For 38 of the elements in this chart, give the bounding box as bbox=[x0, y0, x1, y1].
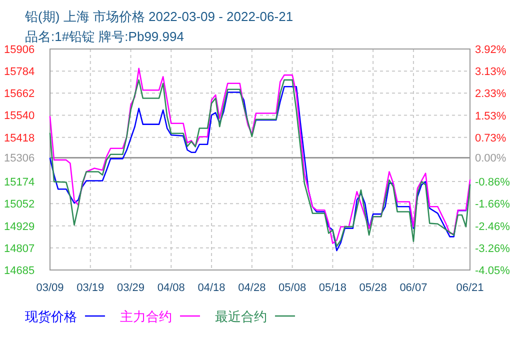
y2-tick-label: 1.53% bbox=[475, 110, 506, 122]
x-tick-label: 04/28 bbox=[238, 282, 266, 294]
y2-tick-label: -0.86% bbox=[475, 176, 510, 189]
x-tick-label: 05/08 bbox=[278, 282, 306, 294]
y2-tick-label: 2.33% bbox=[475, 88, 506, 100]
x-tick-label: 05/28 bbox=[359, 282, 387, 294]
y-tick-label: 14929 bbox=[4, 220, 35, 233]
y-tick-label: 15784 bbox=[4, 66, 35, 78]
x-tick-label: 03/09 bbox=[36, 282, 64, 294]
y-tick-label: 15174 bbox=[4, 176, 35, 188]
x-tick-label: 06/21 bbox=[456, 282, 484, 294]
x-tick-label: 06/07 bbox=[400, 282, 428, 294]
y2-tick-label: -3.26% bbox=[475, 243, 510, 256]
y-tick-label: 15906 bbox=[4, 44, 35, 56]
chart-title: 铅(期) 上海 市场价格 2022-03-09 - 2022-06-21 bbox=[24, 9, 294, 24]
y2-tick-label: -1.66% bbox=[475, 198, 510, 211]
x-tick-label: 03/29 bbox=[117, 282, 145, 294]
y-tick-label: 15662 bbox=[4, 88, 35, 100]
x-tick-label: 03/19 bbox=[76, 282, 104, 294]
y-tick-label: 15306 bbox=[4, 152, 35, 165]
y2-tick-label: -4.05% bbox=[475, 265, 510, 277]
y-tick-label: 15540 bbox=[4, 110, 35, 122]
legend-label: 主力合约 bbox=[120, 309, 172, 324]
y-tick-label: 14685 bbox=[4, 265, 35, 277]
y2-tick-label: -2.46% bbox=[475, 220, 510, 233]
y-tick-label: 15418 bbox=[4, 132, 35, 144]
legend-label: 现货价格 bbox=[25, 309, 77, 324]
x-tick-label: 04/18 bbox=[198, 282, 226, 294]
y2-tick-label: 0.73% bbox=[475, 132, 506, 144]
x-tick-label: 05/18 bbox=[318, 282, 346, 294]
y2-tick-label: 0.00% bbox=[475, 152, 506, 165]
y2-tick-label: 3.92% bbox=[475, 44, 506, 56]
y2-tick-label: 3.13% bbox=[475, 66, 506, 78]
y-tick-label: 14807 bbox=[4, 242, 35, 255]
chart-subtitle: 品名:1#铅锭 牌号:Pb99.994 bbox=[25, 29, 184, 44]
x-tick-label: 04/08 bbox=[157, 282, 185, 294]
legend-label: 最近合约 bbox=[215, 309, 267, 324]
y-tick-label: 15052 bbox=[4, 198, 35, 211]
